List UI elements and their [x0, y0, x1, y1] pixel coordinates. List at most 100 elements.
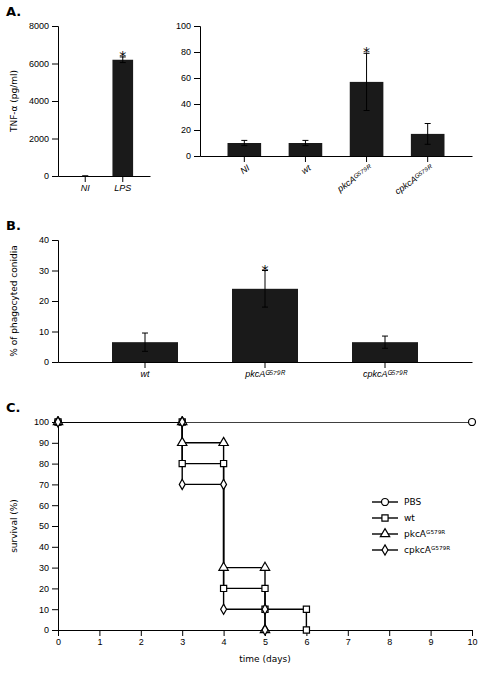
lines — [58, 422, 472, 630]
tick-mark — [194, 156, 200, 157]
tick-label: 0 — [56, 637, 61, 647]
tick-label: 8 — [387, 637, 392, 647]
panel-title: B. — [6, 218, 21, 233]
tick-mark — [58, 630, 59, 636]
point-marker — [221, 604, 227, 614]
tick: pkcAᴳ⁵⁷⁹ᴿ — [335, 156, 375, 194]
legend: PBS wt pkcAᴳ⁵⁷⁹ᴿ cpkcAᴳ⁵⁷⁹ᴿ — [372, 497, 450, 556]
tick: NI — [81, 176, 90, 193]
tick: 3 — [180, 630, 185, 647]
tick-mark — [52, 271, 58, 272]
tick: cpkcAᴳ⁵⁷⁹ᴿ — [363, 362, 408, 379]
tick-mark — [182, 630, 183, 636]
tick-label: NI — [81, 183, 90, 193]
tick-label: 70 — [39, 480, 49, 490]
tick-mark — [52, 526, 58, 527]
tick: 50 — [39, 521, 58, 531]
tick: 10 — [39, 327, 58, 337]
tick: 30 — [39, 563, 58, 573]
tick-mark — [52, 443, 58, 444]
point-marker — [179, 417, 185, 427]
tick-label: 0 — [44, 171, 49, 181]
tick: wt — [300, 156, 314, 176]
tick-label: pkcAᴳ⁵⁷⁹ᴿ — [244, 369, 286, 379]
tick-mark — [52, 240, 58, 241]
line-panel: 0102030405060708090100012345678910time (… — [9, 417, 478, 664]
legend-item: pkcAᴳ⁵⁷⁹ᴿ — [372, 529, 445, 539]
tick: 0 — [44, 171, 58, 181]
error-bar — [142, 333, 148, 351]
tick-label: 20 — [39, 296, 49, 306]
tick-mark — [194, 78, 200, 79]
tick: NI — [238, 156, 252, 176]
series-line — [58, 422, 265, 630]
tick-mark — [194, 26, 200, 27]
tick-label: pkcAᴳ⁵⁷⁹ᴿ — [335, 162, 375, 194]
tick-label: 60 — [181, 73, 191, 83]
marks — [82, 57, 133, 176]
axis-line — [52, 423, 59, 631]
tick: 20 — [39, 584, 58, 594]
axis-line — [201, 156, 473, 157]
tick: 4 — [222, 630, 227, 647]
tick: pkcAᴳ⁵⁷⁹ᴿ — [244, 362, 286, 379]
y-axis-title: survival (%) — [9, 499, 19, 553]
tick: cpkcAᴳ⁵⁷⁹ᴿ — [393, 156, 436, 196]
bar-panel: 010203040wtpkcAᴳ⁵⁷⁹ᴿcpkcAᴳ⁵⁷⁹ᴿ*% of phag… — [9, 235, 473, 379]
point-marker — [262, 604, 268, 614]
tick: 8000 — [29, 21, 58, 31]
error-bar — [425, 124, 431, 145]
legend-label: PBS — [404, 497, 421, 507]
bar — [112, 60, 133, 176]
tick-label: 7 — [346, 637, 351, 647]
point-marker — [303, 627, 309, 633]
panel-title: C. — [6, 400, 20, 415]
tick: 6000 — [29, 59, 58, 69]
axis-line — [194, 27, 201, 157]
tick-mark — [52, 505, 58, 506]
tick-label: 80 — [39, 459, 49, 469]
tick: 10 — [39, 605, 58, 615]
legend-marker — [382, 545, 388, 555]
tick-label: 3 — [180, 637, 185, 647]
tick-mark — [52, 568, 58, 569]
point-marker — [55, 417, 61, 427]
tick-label: 10 — [39, 327, 49, 337]
tick-label: cpkcAᴳ⁵⁷⁹ᴿ — [393, 162, 436, 196]
tick-label: 80 — [181, 47, 191, 57]
tick-label: 30 — [39, 266, 49, 276]
y-axis: 02000400060008000 — [29, 21, 59, 181]
point-marker — [262, 625, 268, 635]
tick-mark — [52, 547, 58, 548]
point-marker — [179, 461, 185, 467]
tick: 0 — [44, 357, 58, 367]
tick-label: 8000 — [29, 21, 49, 31]
tick: 40 — [39, 542, 58, 552]
tick-label: 40 — [39, 542, 49, 552]
tick: 20 — [181, 125, 200, 135]
tick: 10 — [467, 630, 477, 647]
tick-mark — [52, 588, 58, 589]
tick: 2000 — [29, 134, 58, 144]
markers — [53, 417, 475, 636]
annotation: * — [119, 48, 126, 64]
tick-label: 2000 — [29, 134, 49, 144]
tick-label: 20 — [181, 125, 191, 135]
y-axis: 020406080100 — [176, 21, 201, 161]
tick: LPS — [114, 176, 131, 193]
legend-marker — [382, 515, 388, 521]
tick-label: 0 — [44, 625, 49, 635]
tick: 70 — [39, 480, 58, 490]
legend-item: cpkcAᴳ⁵⁷⁹ᴿ — [372, 545, 450, 556]
tick-mark — [52, 484, 58, 485]
tick: 60 — [39, 501, 58, 511]
tick: 7 — [346, 630, 351, 647]
tick-mark — [52, 464, 58, 465]
error-bar — [82, 176, 88, 177]
legend-label: wt — [404, 513, 415, 523]
tick-mark — [431, 630, 432, 636]
tick-mark — [52, 362, 58, 363]
marks — [228, 53, 445, 156]
tick: 100 — [176, 21, 200, 31]
tick-mark — [52, 630, 58, 631]
